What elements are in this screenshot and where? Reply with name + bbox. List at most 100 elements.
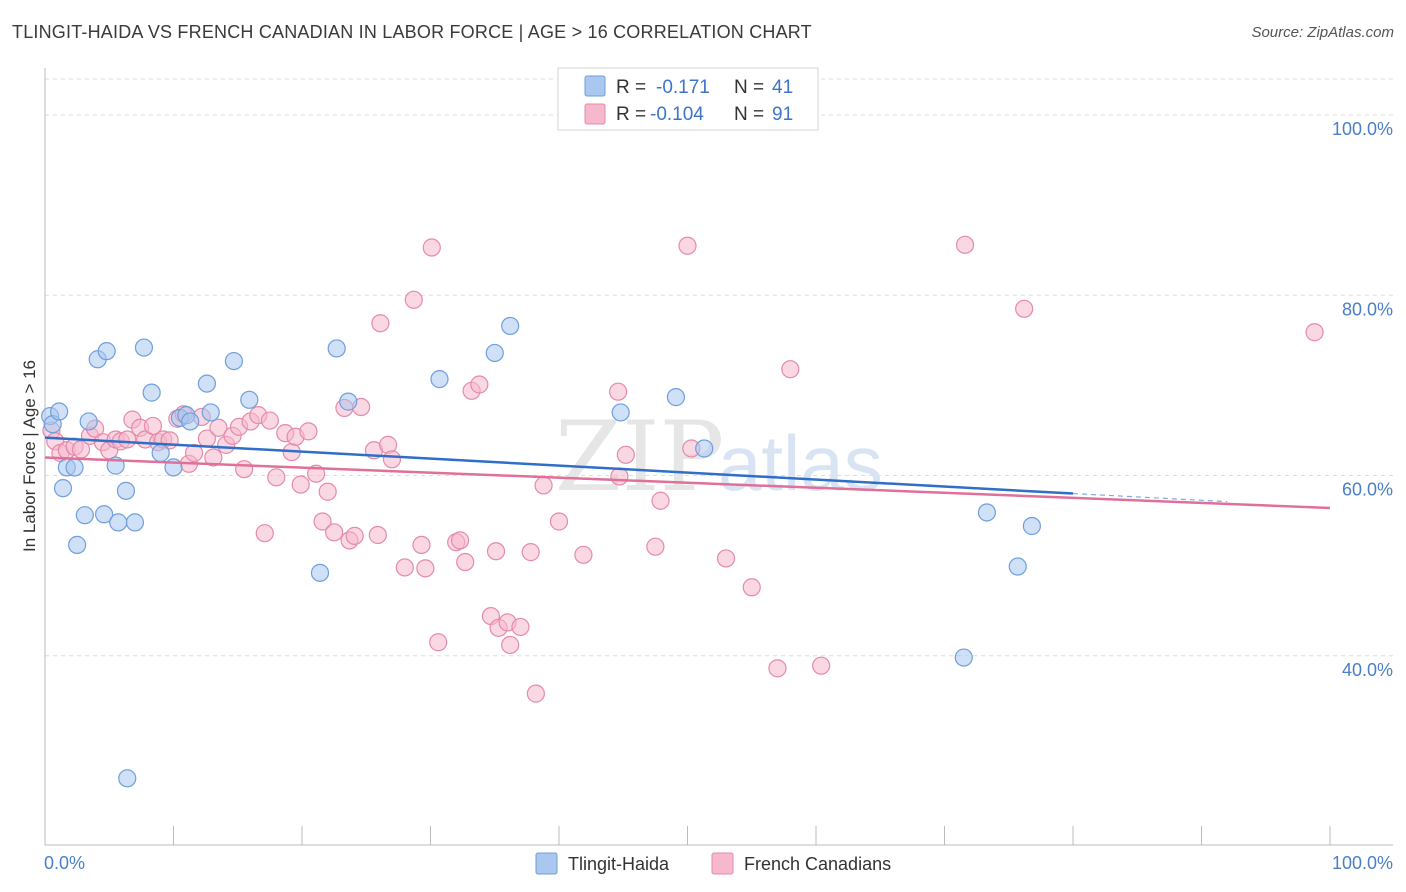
chart-title: TLINGIT-HAIDA VS FRENCH CANADIAN IN LABO…: [12, 22, 812, 42]
tlingit-haida-point: [666, 388, 686, 407]
tlingit-haida-point: [430, 369, 449, 389]
french-canadians-point: [1015, 299, 1034, 318]
legend-swatch-pink: [584, 103, 606, 125]
french-canadians-point: [345, 526, 364, 545]
legend-n-label-blue: N =: [734, 77, 764, 98]
french-canadians-point: [534, 476, 553, 495]
french-canadians-point: [955, 235, 975, 254]
tlingit-haida-point: [97, 342, 116, 361]
tlingit-haida-point: [977, 503, 997, 522]
french-canadians-points: [42, 235, 1324, 703]
french-canadians-point: [616, 445, 635, 464]
french-canadians-point: [368, 525, 387, 545]
tlingit-haida-point: [501, 316, 520, 336]
french-canadians-point: [610, 467, 629, 486]
french-canadians-point: [511, 617, 530, 637]
tlingit-haida-point: [79, 412, 98, 431]
tlingit-haida-point: [50, 402, 69, 421]
french-canadians-point: [404, 290, 423, 309]
french-canadians-point: [678, 236, 697, 255]
french-canadians-point: [1305, 323, 1324, 342]
tlingit-haida-point: [1022, 516, 1041, 536]
x-tick-label-min: 0.0%: [44, 853, 85, 873]
tlingit-haida-points: [41, 316, 1041, 788]
tlingit-haida-point: [954, 648, 973, 667]
correlation-legend: R = -0.171 N = 41 R = -0.104 N = 91: [557, 67, 819, 131]
french-canadians-point: [260, 411, 279, 430]
tlingit-haida-point: [310, 563, 330, 582]
legend-r-label-pink: R =: [616, 104, 646, 125]
tlingit-haida-point: [116, 481, 136, 500]
tlingit-haida-trend-line: [44, 436, 1074, 495]
y-tick-labels: 100.0% 80.0% 60.0% 40.0%: [1332, 119, 1393, 680]
series-legend: Tlingit-Haida French Canadians: [535, 852, 891, 875]
french-canadians-point: [291, 475, 310, 494]
trend-lines: [44, 436, 1331, 510]
french-canadians-point: [204, 448, 223, 467]
french-canadians-point: [526, 684, 545, 703]
french-canadians-point: [716, 549, 736, 568]
french-canadians-point: [470, 375, 489, 394]
tlingit-haida-point: [134, 338, 154, 357]
french-canadians-point: [209, 418, 228, 437]
french-canadians-point: [255, 524, 274, 543]
french-canadians-point: [267, 468, 286, 487]
tlingit-haida-point: [327, 339, 346, 358]
legend-n-value-blue: 41: [772, 77, 793, 98]
french-canadians-point: [781, 360, 800, 379]
tlingit-haida-point: [197, 374, 217, 393]
tlingit-haida-point: [339, 392, 358, 411]
tlingit-haida-point: [75, 506, 94, 525]
series-swatch-tlingit-haida: [535, 852, 558, 875]
tlingit-haida-point: [181, 412, 200, 431]
french-canadians-point: [299, 422, 318, 441]
x-tick-labels: 0.0% 100.0%: [44, 853, 1393, 873]
legend-r-value-blue: -0.171: [656, 77, 710, 98]
watermark: ZIP atlas: [555, 401, 883, 513]
french-canadians-point: [646, 537, 665, 556]
french-canadians-point: [574, 545, 593, 564]
french-canadians-point: [651, 491, 670, 510]
french-canadians-point: [143, 416, 163, 436]
tlingit-haida-point: [151, 443, 170, 463]
tlingit-haida-point: [109, 513, 128, 532]
french-canadians-point: [395, 558, 414, 577]
tlingit-haida-trend-extension: [1072, 492, 1228, 503]
x-tick-label-max: 100.0%: [1332, 853, 1393, 873]
legend-swatch-blue: [584, 75, 606, 97]
legend-n-label-pink: N =: [734, 104, 764, 125]
tlingit-haida-point: [118, 769, 137, 788]
tlingit-haida-point: [485, 343, 504, 363]
tlingit-haida-point: [201, 403, 220, 422]
french-canadians-point: [450, 531, 470, 550]
y-axis-title: In Labor Force | Age > 16: [20, 360, 39, 552]
legend-r-value-pink: -0.104: [650, 104, 704, 125]
french-canadians-point: [521, 543, 540, 562]
french-canadians-point: [768, 659, 787, 678]
y-tick-label: 100.0%: [1332, 119, 1393, 139]
tlingit-haida-point: [53, 479, 73, 498]
series-label-tlingit-haida: Tlingit-Haida: [568, 854, 670, 874]
french-canadians-point: [501, 635, 520, 655]
french-canadians-point: [313, 512, 332, 531]
tlingit-haida-point: [65, 458, 84, 477]
french-canadians-point: [416, 559, 435, 578]
watermark-atlas: atlas: [718, 419, 883, 507]
french-canadians-point: [318, 482, 337, 501]
gridlines: [45, 78, 1393, 657]
tlingit-haida-point: [611, 403, 630, 422]
series-label-french-canadians: French Canadians: [744, 854, 891, 874]
legend-n-value-pink: 91: [772, 104, 793, 125]
y-tick-label: 40.0%: [1342, 660, 1393, 680]
tlingit-haida-point: [95, 505, 114, 524]
french-canadians-point: [742, 578, 761, 597]
tlingit-haida-point: [1008, 557, 1027, 576]
tlingit-haida-point: [224, 351, 243, 371]
french-canadians-point: [422, 238, 441, 257]
tlingit-haida-point: [142, 383, 161, 402]
french-canadians-point: [549, 512, 569, 531]
french-canadians-point: [812, 656, 831, 675]
french-canadians-point: [412, 535, 431, 555]
legend-r-label-blue: R =: [616, 77, 646, 98]
